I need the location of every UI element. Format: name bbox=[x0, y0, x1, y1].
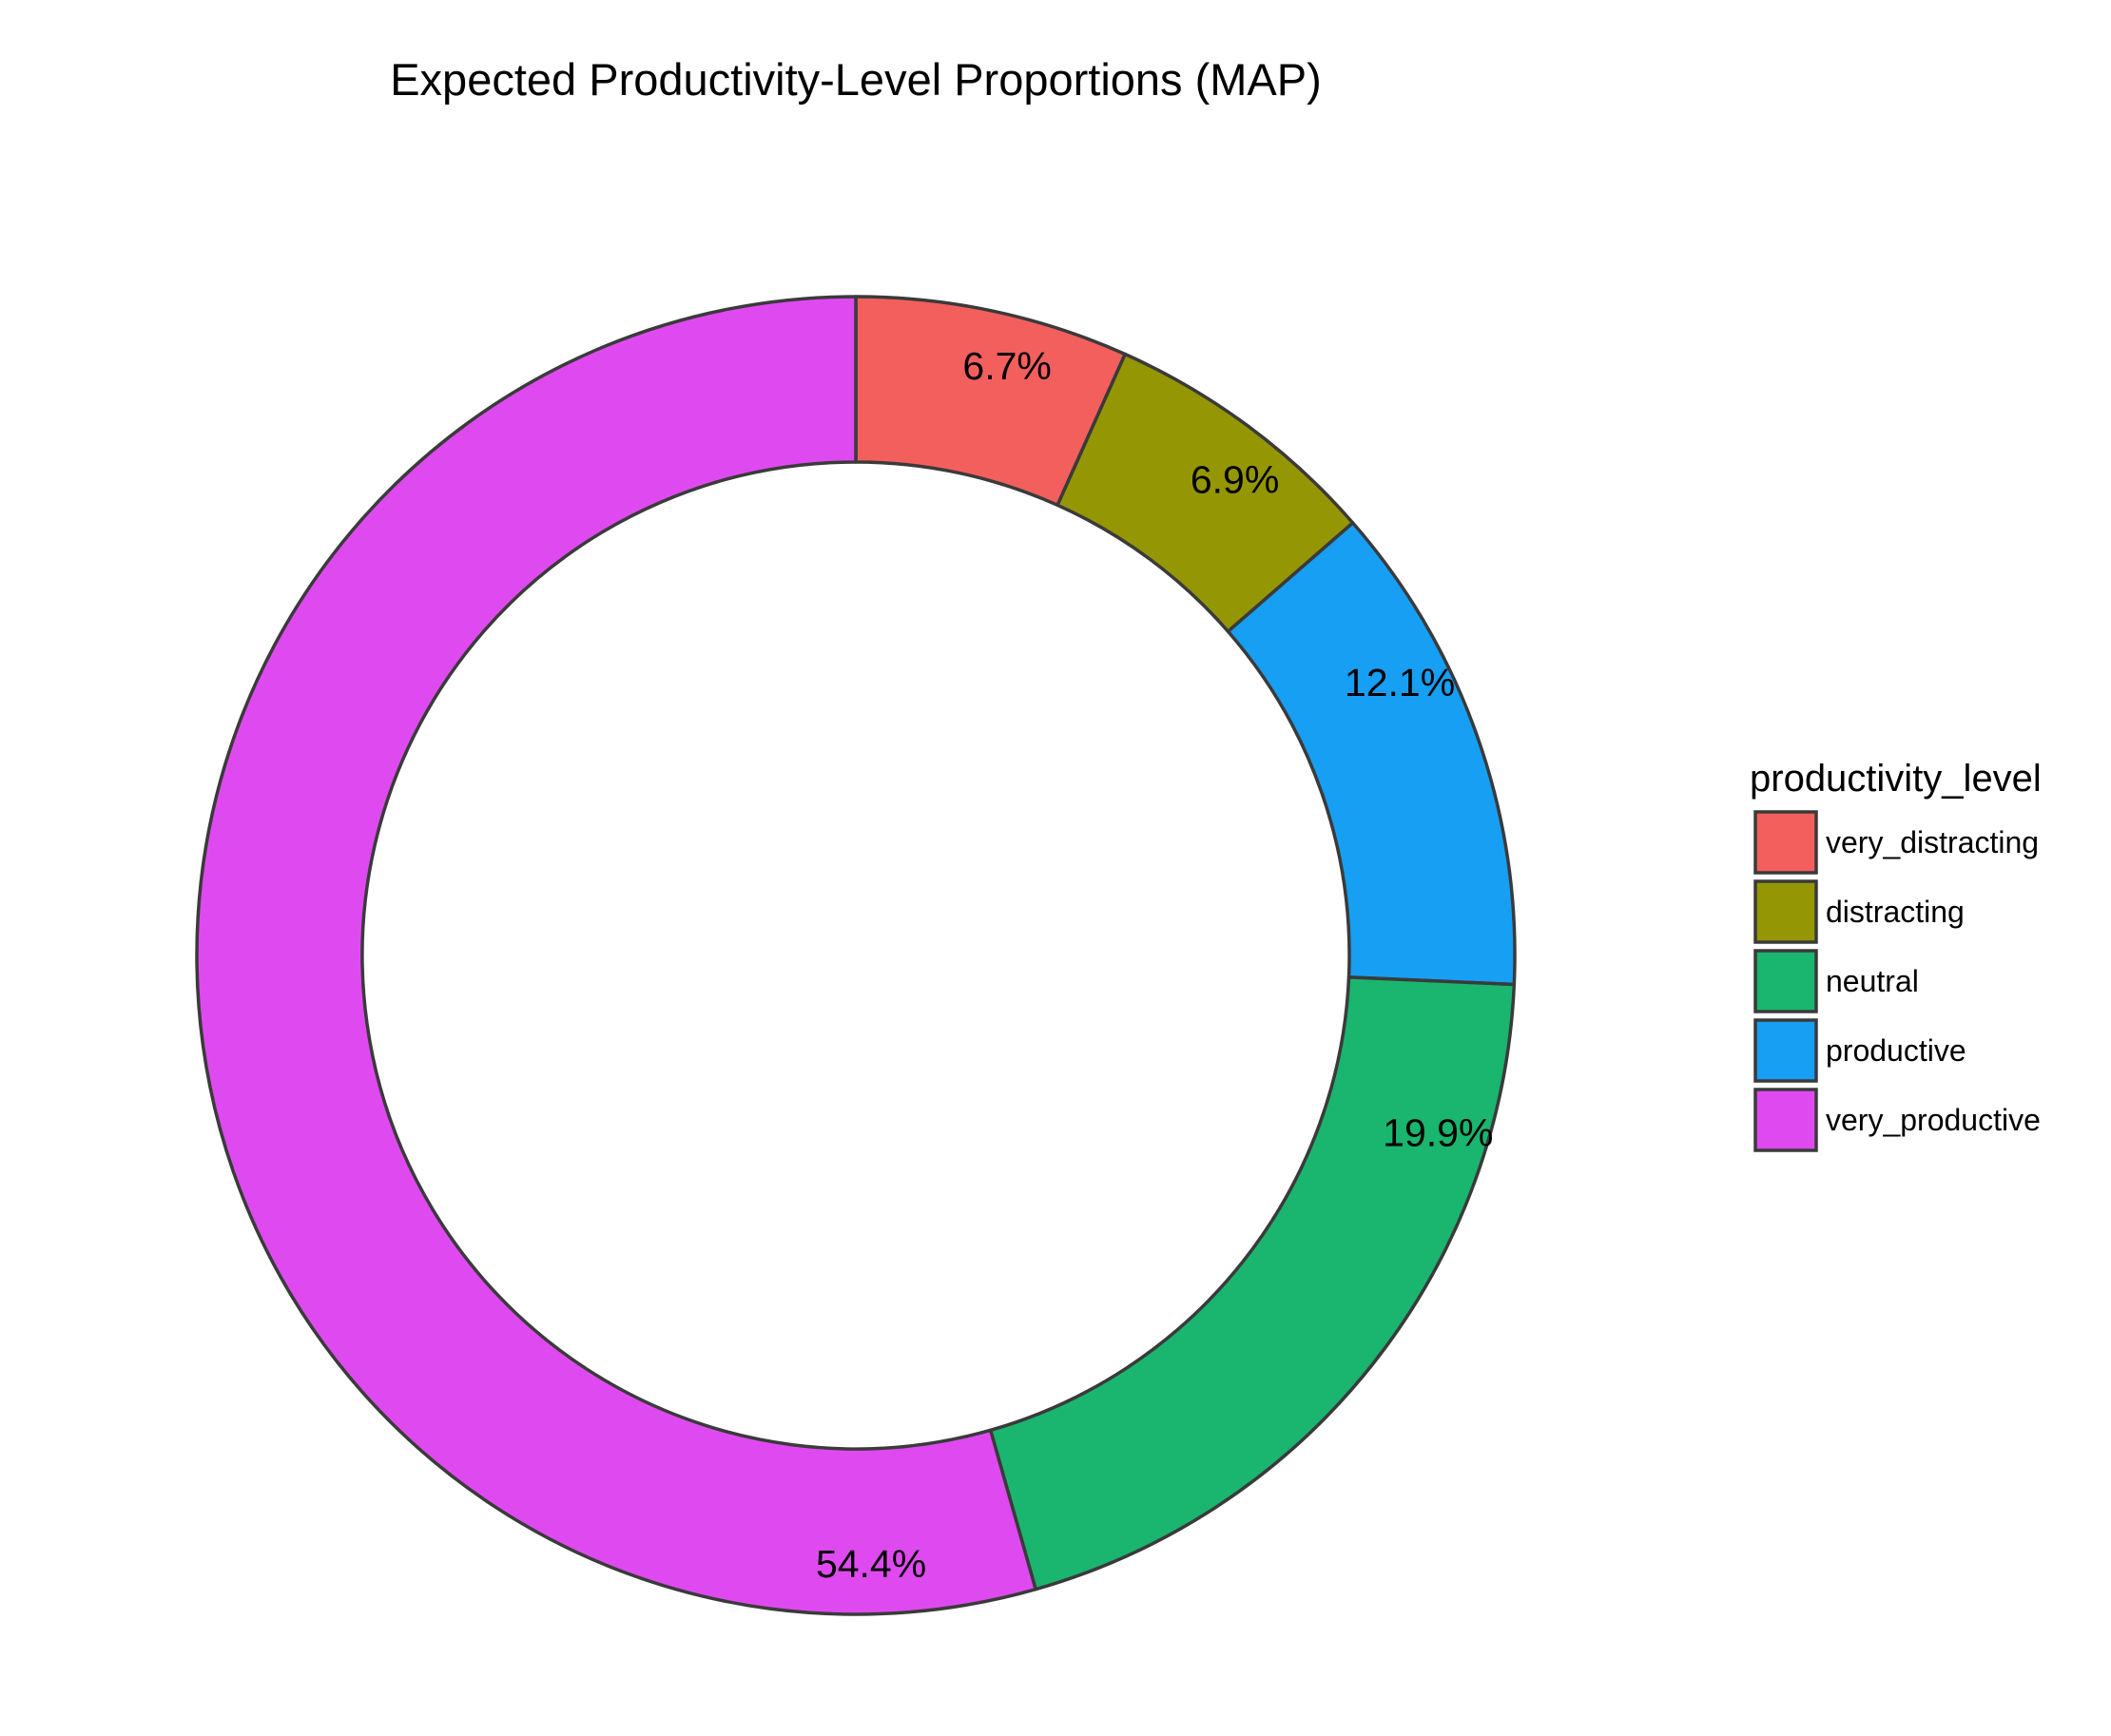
slice-label-productive: 12.1% bbox=[1345, 661, 1455, 704]
slice-label-very-productive: 54.4% bbox=[816, 1542, 926, 1586]
slice-label-very-distracting: 6.7% bbox=[962, 344, 1051, 388]
legend-swatch-very-distracting bbox=[1753, 810, 1818, 875]
legend-label-very-distracting: very_distracting bbox=[1826, 825, 2039, 859]
slice-labels: 6.7% 6.9% 12.1% 19.9% 54.4% bbox=[816, 344, 1493, 1586]
legend-swatch-productive bbox=[1753, 1018, 1818, 1083]
legend-swatch-distracting bbox=[1753, 879, 1818, 944]
donut-slices bbox=[195, 295, 1517, 1616]
legend-title: productivity_level bbox=[1750, 758, 2042, 800]
slice-neutral bbox=[988, 975, 1517, 1591]
legend-swatch-neutral bbox=[1753, 949, 1818, 1013]
slice-very-productive bbox=[195, 295, 1037, 1616]
legend-label-productive: productive bbox=[1826, 1033, 1966, 1068]
slice-productive bbox=[1226, 521, 1517, 987]
legend-label-distracting: distracting bbox=[1826, 895, 1965, 929]
legend-label-very-productive: very_productive bbox=[1826, 1103, 2041, 1137]
legend-label-neutral: neutral bbox=[1826, 964, 1919, 998]
chart-title: Expected Productivity-Level Proportions … bbox=[390, 54, 1322, 105]
slice-label-distracting: 6.9% bbox=[1191, 457, 1279, 501]
legend-swatch-very-productive bbox=[1753, 1088, 1818, 1152]
slice-label-neutral: 19.9% bbox=[1383, 1110, 1493, 1154]
legend: productivity_level very_distractingdistr… bbox=[1750, 758, 2042, 1152]
